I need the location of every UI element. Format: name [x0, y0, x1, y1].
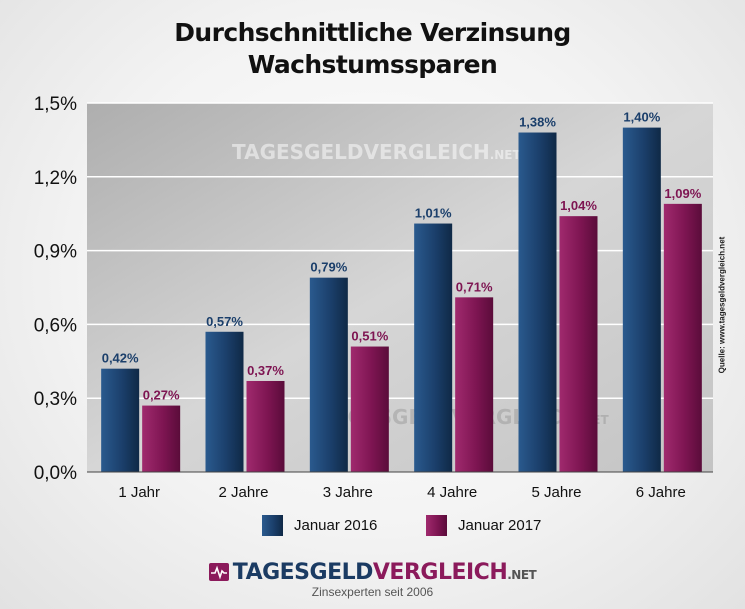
logo-part1: TAGESGELD: [232, 560, 374, 585]
x-tick-label: 4 Jahre: [427, 484, 477, 501]
logo-part2: VERGLEICH: [372, 560, 508, 585]
legend-swatch-series2: [426, 514, 447, 536]
y-tick-label: 0,3%: [34, 389, 77, 410]
x-tick-label: 5 Jahre: [531, 484, 581, 501]
bar-series1: [622, 127, 661, 472]
data-label-series1: 1,38%: [519, 115, 556, 130]
x-tick-label: 2 Jahre: [218, 484, 268, 501]
y-tick-label: 1,5%: [34, 94, 77, 115]
data-label-series2: 0,37%: [247, 363, 284, 378]
legend-label-series2: Januar 2017: [458, 516, 542, 534]
bar-series1: [518, 132, 557, 472]
data-label-series2: 0,27%: [143, 388, 180, 403]
x-tick-label: 6 Jahre: [636, 484, 686, 501]
x-tick-label: 1 Jahr: [118, 484, 160, 501]
logo-part3: .NET: [507, 568, 537, 582]
chart-title-line1: Durchschnittliche Verzinsung: [174, 18, 571, 47]
x-tick-label: 3 Jahre: [323, 484, 373, 501]
bar-series1: [414, 223, 453, 472]
data-label-series1: 0,57%: [206, 314, 243, 329]
plot-background: [87, 103, 713, 472]
y-tick-label: 1,2%: [34, 168, 77, 189]
y-tick-label: 0,9%: [34, 242, 77, 263]
bar-series2: [559, 216, 598, 472]
brand-logo: TAGESGELDVERGLEICH.NET: [0, 560, 745, 587]
bar-series1: [205, 331, 244, 472]
bar-series2: [142, 405, 181, 472]
legend-item-series1: Januar 2016: [262, 514, 378, 536]
data-label-series2: 1,04%: [560, 198, 597, 213]
bar-series1: [309, 277, 348, 472]
bar-series2: [350, 346, 389, 472]
data-label-series1: 1,40%: [623, 110, 660, 125]
data-label-series2: 0,71%: [456, 279, 493, 294]
bar-series2: [663, 203, 702, 473]
bar-series1: [101, 368, 140, 472]
heartbeat-icon: [208, 562, 229, 587]
y-tick-label: 0,6%: [34, 315, 77, 336]
legend-swatch-series1: [262, 514, 283, 536]
legend-item-series2: Januar 2017: [426, 514, 542, 536]
y-tick-label: 0,0%: [34, 463, 77, 484]
data-label-series2: 0,51%: [351, 329, 388, 344]
legend-label-series1: Januar 2016: [294, 516, 378, 534]
data-label-series1: 0,79%: [310, 260, 347, 275]
data-label-series1: 0,42%: [102, 351, 139, 366]
watermark-top: TAGESGELDVERGLEICH.NET: [232, 140, 522, 164]
bar-series2: [246, 380, 285, 472]
data-label-series2: 1,09%: [664, 186, 701, 201]
logo-tagline: Zinsexperten seit 2006: [311, 585, 434, 599]
bar-series2: [455, 297, 494, 472]
chart-title-line2: Wachstumssparen: [247, 50, 498, 79]
source-note: Quelle: www.tagesgeldvergleich.net: [717, 236, 727, 374]
data-label-series1: 1,01%: [415, 206, 452, 221]
